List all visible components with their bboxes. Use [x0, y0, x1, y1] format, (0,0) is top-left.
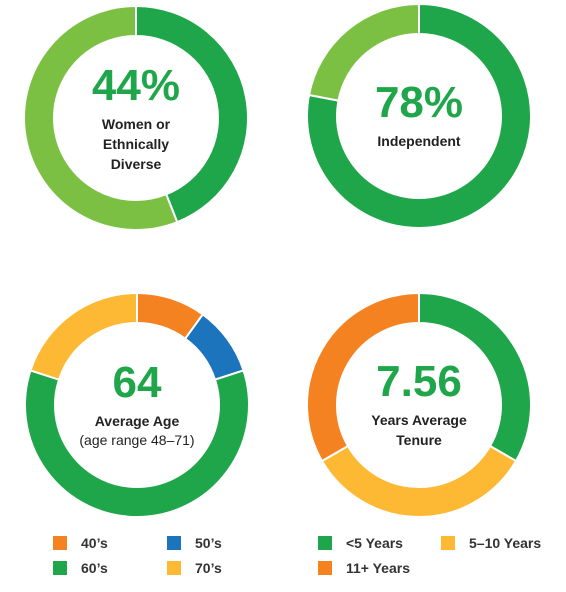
tenure-value: 7.56 [376, 357, 462, 406]
legend-label: 70’s [195, 560, 222, 576]
donut-chart-tenure: 7.56 Years Average Tenure [306, 292, 532, 518]
legend-label: 60’s [81, 560, 108, 576]
donut-svg-diversity [23, 5, 249, 231]
donut-chart-independence: 78% Independent [306, 3, 532, 229]
legend-item-5-10-years: 5–10 Years [441, 534, 541, 552]
legend-swatch [318, 561, 332, 575]
legend-item-40s: 40’s [53, 534, 108, 552]
legend-swatch [167, 561, 181, 575]
donut-slice-11-years [306, 292, 420, 463]
tenure-label: Years Average Tenure [371, 412, 467, 448]
legend-item-50s: 50’s [167, 534, 222, 552]
age-label: Average Age [94, 413, 180, 429]
legend-item-under-5-years: <5 Years [318, 534, 403, 552]
donut-slice-remainder [23, 5, 179, 231]
legend-swatch [53, 536, 67, 550]
donut-svg-independence [306, 3, 532, 229]
donut-svg-age [24, 292, 250, 518]
diversity-value: 44% [91, 61, 181, 110]
independence-value: 78% [374, 78, 464, 127]
legend-label: 50’s [195, 535, 222, 551]
donut-center-tenure: 7.56 Years Average Tenure [306, 292, 532, 518]
donut-chart-age: 64 Average Age (age range 48–71) [24, 292, 250, 518]
donut-slice-remainder [307, 3, 420, 102]
legend-swatch [441, 536, 455, 550]
diversity-label: Women or Ethnically Diverse [101, 116, 171, 172]
legend-label: 5–10 Years [469, 535, 542, 551]
legend-label: 40’s [81, 535, 108, 551]
donut-slice-70-s [29, 292, 138, 381]
donut-center-age: 64 Average Age (age range 48–71) [24, 292, 250, 518]
donut-slice-60-s [24, 369, 250, 518]
legend-item-60s: 60’s [53, 559, 108, 577]
legend-swatch [53, 561, 67, 575]
legend-item-11-plus-years: 11+ Years [318, 559, 410, 577]
donut-slice-primary [135, 5, 249, 224]
age-value: 64 [112, 358, 162, 407]
legend-swatch [318, 536, 332, 550]
legend-label: 11+ Years [346, 560, 410, 576]
donut-center-diversity: 44% Women or Ethnically Diverse [23, 5, 249, 231]
legend-label: <5 Years [346, 535, 403, 551]
donut-center-independence: 78% Independent [306, 3, 532, 229]
donut-chart-diversity: 44% Women or Ethnically Diverse [23, 5, 249, 231]
donut-svg-tenure [306, 292, 532, 518]
age-range-label: (age range 48–71) [79, 432, 195, 448]
independence-label: Independent [377, 133, 461, 149]
donut-slice-primary [306, 3, 532, 229]
legend-swatch [167, 536, 181, 550]
legend-item-70s: 70’s [167, 559, 222, 577]
